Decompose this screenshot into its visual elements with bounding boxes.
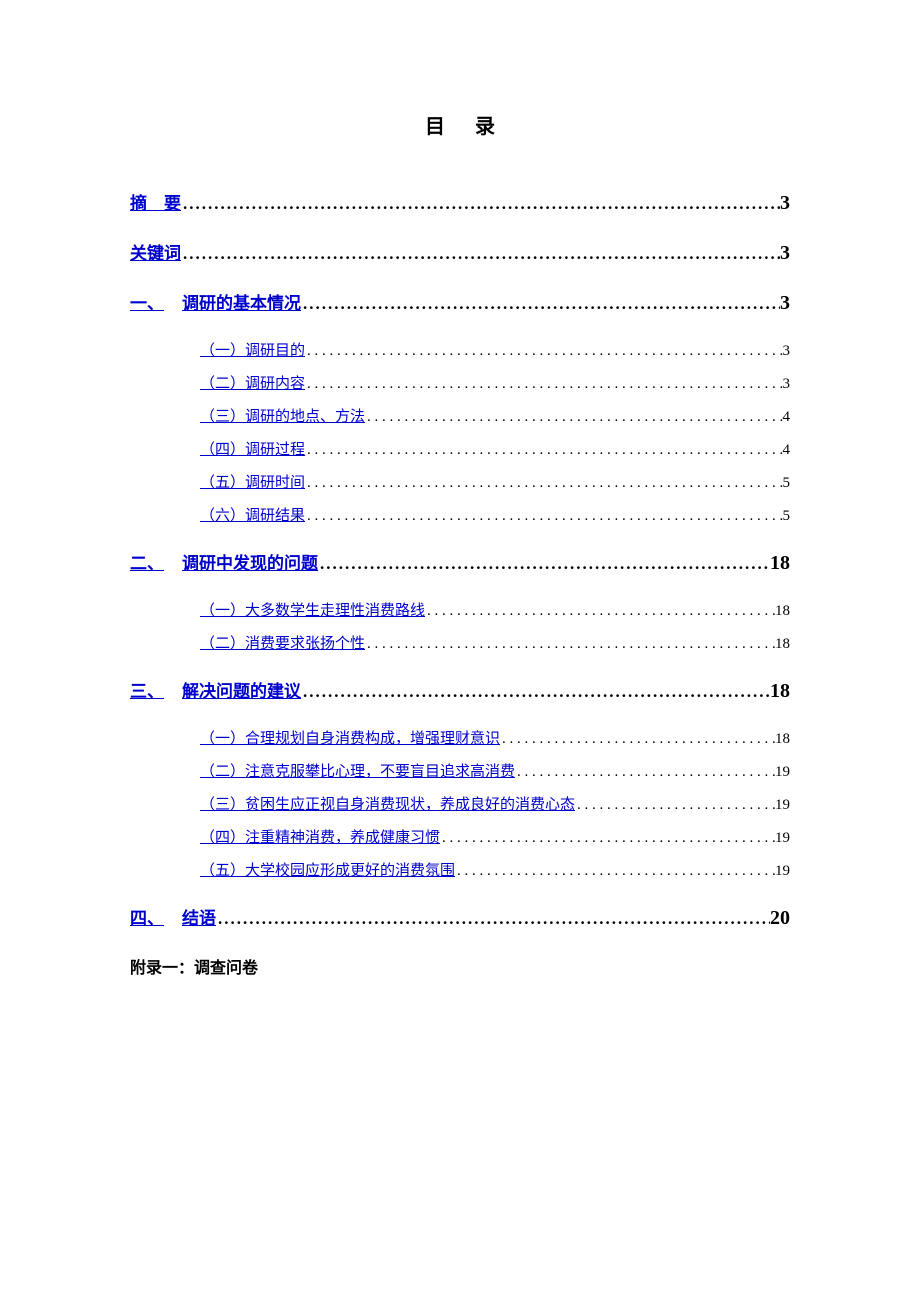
toc-entry: （六）调研结果 5 [130, 504, 790, 525]
toc-entry: （三）贫困生应正视自身消费现状，养成良好的消费心态 19 [130, 793, 790, 814]
toc-leader [577, 797, 775, 814]
toc-entry: （二）调研内容 3 [130, 372, 790, 393]
toc-page-number: 20 [770, 907, 790, 930]
toc-page-number: 18 [770, 680, 790, 703]
toc-leader [442, 830, 775, 847]
toc-page-number: 3 [780, 192, 790, 215]
toc-page-number: 18 [770, 552, 790, 575]
toc-leader [307, 376, 782, 393]
toc-leader [517, 764, 775, 781]
toc-entry: （四）调研过程 4 [130, 438, 790, 459]
toc-link[interactable]: （五）调研时间 [200, 471, 305, 492]
toc-link[interactable]: 摘 要 [130, 189, 181, 214]
toc-leader [307, 343, 782, 360]
toc-page-number: 18 [775, 731, 790, 748]
toc-leader [307, 475, 782, 492]
toc-page-number: 3 [780, 292, 790, 315]
toc-link[interactable]: （四）调研过程 [200, 438, 305, 459]
toc-entry: 一、调研的基本情况 3 [130, 289, 790, 315]
toc-link[interactable]: （六）调研结果 [200, 504, 305, 525]
toc-leader [367, 409, 782, 426]
toc-page-number: 3 [783, 376, 791, 393]
toc-page-number: 19 [775, 830, 790, 847]
toc-entry: 关键词 3 [130, 239, 790, 265]
toc-page-number: 19 [775, 764, 790, 781]
toc-link[interactable]: （五）大学校园应形成更好的消费氛围 [200, 859, 455, 880]
toc-leader [427, 603, 775, 620]
toc-page-number: 19 [775, 863, 790, 880]
toc-page-number: 19 [775, 797, 790, 814]
toc-link[interactable]: 关键词 [130, 239, 181, 264]
toc-entry: （一）调研目的 3 [130, 339, 790, 360]
toc-entry: 四、结语 20 [130, 904, 790, 930]
toc-page-number: 5 [783, 508, 791, 525]
toc-link[interactable]: 调研中发现的问题 [182, 549, 318, 574]
toc-page-number: 3 [783, 343, 791, 360]
toc-entry: （五）调研时间 5 [130, 471, 790, 492]
toc-leader [502, 731, 775, 748]
toc-page-number: 5 [783, 475, 791, 492]
toc-link[interactable]: （一）合理规划自身消费构成，增强理财意识 [200, 727, 500, 748]
toc-link[interactable]: 调研的基本情况 [182, 289, 301, 314]
toc-leader [218, 909, 770, 929]
toc-entry: （一）大多数学生走理性消费路线 18 [130, 599, 790, 620]
toc-entry: （一）合理规划自身消费构成，增强理财意识 18 [130, 727, 790, 748]
toc-leader [183, 244, 780, 264]
toc-entry: 三、解决问题的建议 18 [130, 677, 790, 703]
toc-link[interactable]: 结语 [182, 904, 216, 929]
toc-link[interactable]: （四）注重精神消费，养成健康习惯 [200, 826, 440, 847]
appendix-label: 附录一：调查问卷 [130, 954, 790, 978]
toc-leader [307, 442, 782, 459]
toc-entry: （二）消费要求张扬个性 18 [130, 632, 790, 653]
toc-leader [303, 682, 770, 702]
toc-page-number: 4 [783, 409, 791, 426]
toc-leader [303, 294, 780, 314]
toc-link[interactable]: （一）大多数学生走理性消费路线 [200, 599, 425, 620]
toc-link[interactable]: （三）贫困生应正视自身消费现状，养成良好的消费心态 [200, 793, 575, 814]
toc-link[interactable]: （二）调研内容 [200, 372, 305, 393]
toc-container: 摘 要 3 关键词 3 一、调研的基本情况 3 （一）调研目的 3 （二）调研内容 3 （三）调研的… [130, 189, 790, 930]
toc-link[interactable]: （二）注意克服攀比心理，不要盲目追求高消费 [200, 760, 515, 781]
toc-link[interactable]: 解决问题的建议 [182, 677, 301, 702]
toc-entry: 二、调研中发现的问题 18 [130, 549, 790, 575]
toc-prefix-link[interactable]: 一、 [130, 289, 164, 314]
toc-leader [183, 194, 780, 214]
toc-leader [457, 863, 775, 880]
toc-page-number: 18 [775, 636, 790, 653]
toc-entry: （四）注重精神消费，养成健康习惯 19 [130, 826, 790, 847]
toc-link[interactable]: （一）调研目的 [200, 339, 305, 360]
toc-page-number: 18 [775, 603, 790, 620]
toc-entry: （五）大学校园应形成更好的消费氛围 19 [130, 859, 790, 880]
toc-page-number: 4 [783, 442, 791, 459]
toc-title: 目录 [130, 110, 790, 139]
toc-leader [320, 554, 770, 574]
toc-prefix-link[interactable]: 三、 [130, 677, 164, 702]
toc-prefix-link[interactable]: 四、 [130, 904, 164, 929]
toc-prefix-link[interactable]: 二、 [130, 549, 164, 574]
toc-entry: （三）调研的地点、方法 4 [130, 405, 790, 426]
toc-link[interactable]: （三）调研的地点、方法 [200, 405, 365, 426]
toc-leader [307, 508, 782, 525]
toc-link[interactable]: （二）消费要求张扬个性 [200, 632, 365, 653]
toc-entry: （二）注意克服攀比心理，不要盲目追求高消费 19 [130, 760, 790, 781]
toc-page-number: 3 [780, 242, 790, 265]
toc-leader [367, 636, 775, 653]
toc-entry: 摘 要 3 [130, 189, 790, 215]
